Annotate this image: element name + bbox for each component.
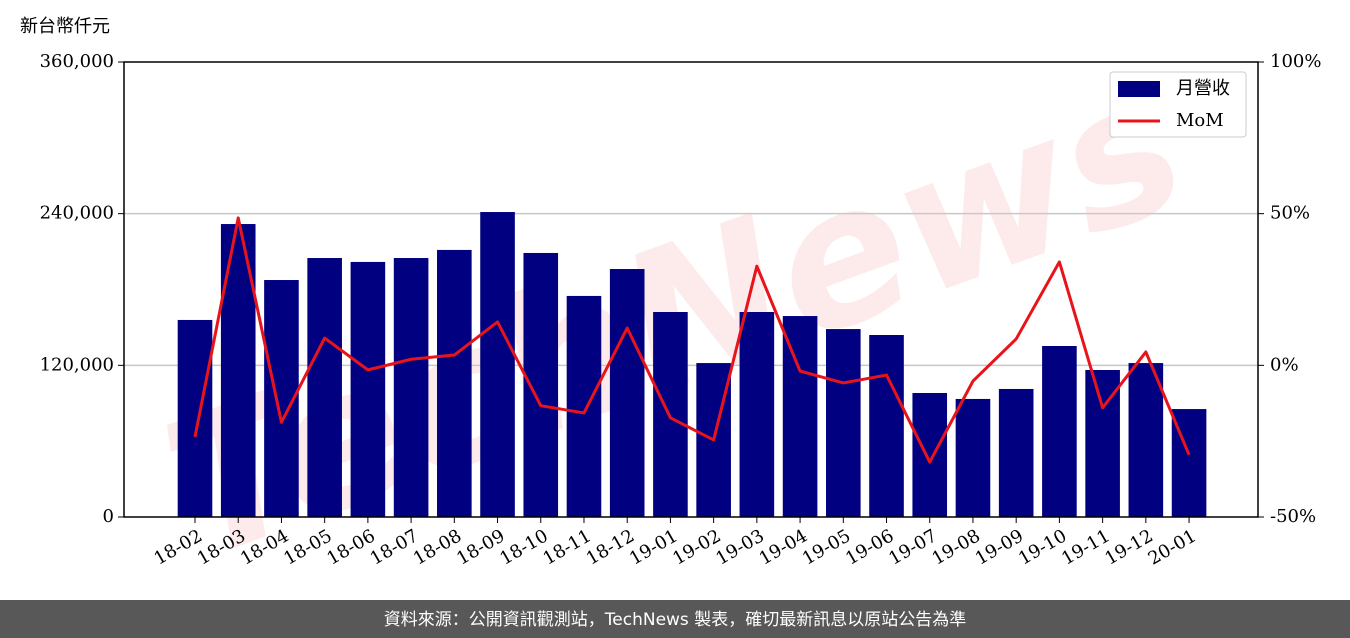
x-tick-label: 19-06 (842, 525, 897, 569)
x-tick-label: 18-10 (496, 525, 551, 569)
bar (739, 311, 775, 517)
bar (437, 249, 472, 517)
bar (869, 335, 904, 517)
y2-tick-label: -50% (1270, 506, 1316, 527)
bar (393, 258, 429, 517)
x-tick-label: 19-01 (626, 525, 681, 569)
bar (307, 258, 342, 517)
bar (609, 269, 645, 517)
bar (955, 398, 991, 517)
bar (1042, 345, 1077, 517)
y-axis-title: 新台幣仟元 (20, 16, 110, 37)
source-note: 資料來源：公開資訊觀測站，TechNews 製表，確切最新訊息以原站公告為準 (384, 610, 966, 630)
x-tick-label: 18-08 (410, 525, 465, 569)
line-series (193, 216, 1191, 464)
legend-label: MoM (1176, 110, 1224, 131)
x-tick-label: 18-11 (540, 525, 595, 569)
x-tick-label: 19-03 (712, 525, 767, 569)
x-tick-label: 18-02 (151, 525, 206, 569)
plot-frame (123, 61, 1259, 518)
bar (177, 319, 213, 517)
bar (782, 316, 818, 517)
x-tick-label: 18-12 (583, 525, 638, 569)
bar (480, 212, 515, 517)
bar (566, 295, 602, 517)
y-tick-label: 360,000 (40, 51, 114, 72)
bar (826, 329, 861, 517)
y2-tick-label: 100% (1270, 51, 1321, 72)
x-tick-label: 19-04 (756, 525, 811, 569)
x-tick-label: 19-08 (929, 525, 984, 569)
x-tick-label: 19-09 (972, 525, 1027, 569)
x-tick-label: 18-09 (453, 525, 508, 569)
y-tick-label: 0 (103, 506, 114, 527)
y2-tick-label: 50% (1270, 203, 1310, 224)
x-tick-label: 19-10 (1015, 525, 1070, 569)
bar (1128, 363, 1164, 517)
x-tick-label: 19-11 (1058, 525, 1113, 569)
x-tick-label: 19-05 (799, 525, 854, 569)
bar (350, 261, 386, 517)
y-tick-label: 120,000 (40, 354, 114, 375)
x-tick-label: 20-01 (1145, 525, 1200, 569)
x-tick-label: 19-02 (669, 525, 724, 569)
footer-bar (0, 600, 1350, 638)
y2-tick-label: 0% (1270, 354, 1299, 375)
bar (912, 393, 948, 517)
bar (998, 388, 1034, 517)
x-tick-label: 19-12 (1101, 525, 1156, 569)
x-tick-label: 19-07 (885, 525, 940, 569)
legend-label: 月營收 (1176, 78, 1230, 99)
y-tick-label: 240,000 (40, 203, 114, 224)
legend-swatch (1118, 81, 1160, 97)
